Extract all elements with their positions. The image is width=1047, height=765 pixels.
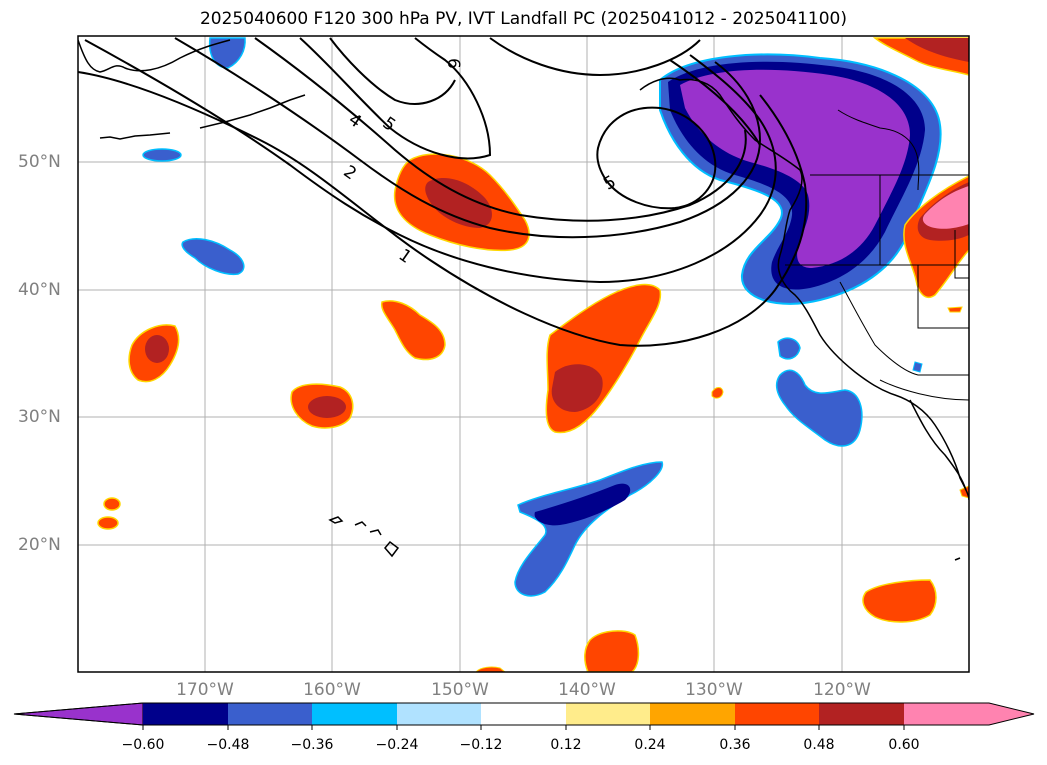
map-title: 2025040600 F120 300 hPa PV, IVT Landfall… xyxy=(199,9,847,29)
lat-label-20n: 20°N xyxy=(18,535,61,555)
colorbar-segment xyxy=(735,703,819,725)
lat-label-30n: 30°N xyxy=(18,407,61,427)
colorbar-segment xyxy=(481,703,566,725)
colorbar-extend-right xyxy=(904,703,1034,725)
lat-label-40n: 40°N xyxy=(18,280,61,300)
map-plot-area: 1 2 4 5 6 5 xyxy=(78,36,969,672)
lon-label-170w: 170°W xyxy=(176,680,234,700)
lat-label-50n: 50°N xyxy=(18,152,61,172)
colorbar-tick-label: 0.12 xyxy=(550,737,582,753)
colorbar-tick-label: 0.48 xyxy=(803,737,835,753)
colorbar-tick-label: 0.60 xyxy=(888,737,920,753)
pv-contours xyxy=(78,37,808,347)
colorbar-tick-label: 0.36 xyxy=(719,737,751,753)
colorbar-segment xyxy=(566,703,650,725)
lon-label-130w: 130°W xyxy=(685,680,743,700)
colorbar-segment xyxy=(312,703,397,725)
colorbar-tick-label: −0.12 xyxy=(459,737,503,753)
negative-anomaly-patches xyxy=(142,37,923,597)
map-frame xyxy=(77,35,970,673)
colorbar-extend-left xyxy=(13,702,144,726)
colorbar-tick-label: −0.60 xyxy=(121,737,165,753)
colorbar-segment xyxy=(650,703,735,725)
colorbar xyxy=(13,702,1035,730)
positive-anomaly-patches xyxy=(97,37,969,672)
political-borders xyxy=(785,109,969,401)
colorbar-segment xyxy=(397,703,481,725)
colorbar-segment xyxy=(143,703,228,725)
colorbar-tick-label: 0.24 xyxy=(634,737,666,753)
colorbar-tick-label: −0.24 xyxy=(375,737,419,753)
colorbar-segment xyxy=(228,703,312,725)
lon-label-120w: 120°W xyxy=(813,680,871,700)
colorbar-tick-label: −0.48 xyxy=(206,737,250,753)
colorbar-tick-label: −0.36 xyxy=(290,737,334,753)
colorbar-segment xyxy=(819,703,904,725)
lon-label-150w: 150°W xyxy=(431,680,489,700)
coastlines xyxy=(78,39,969,561)
lon-label-140w: 140°W xyxy=(558,680,616,700)
lon-label-160w: 160°W xyxy=(303,680,361,700)
contour-label: 6 xyxy=(443,58,463,69)
